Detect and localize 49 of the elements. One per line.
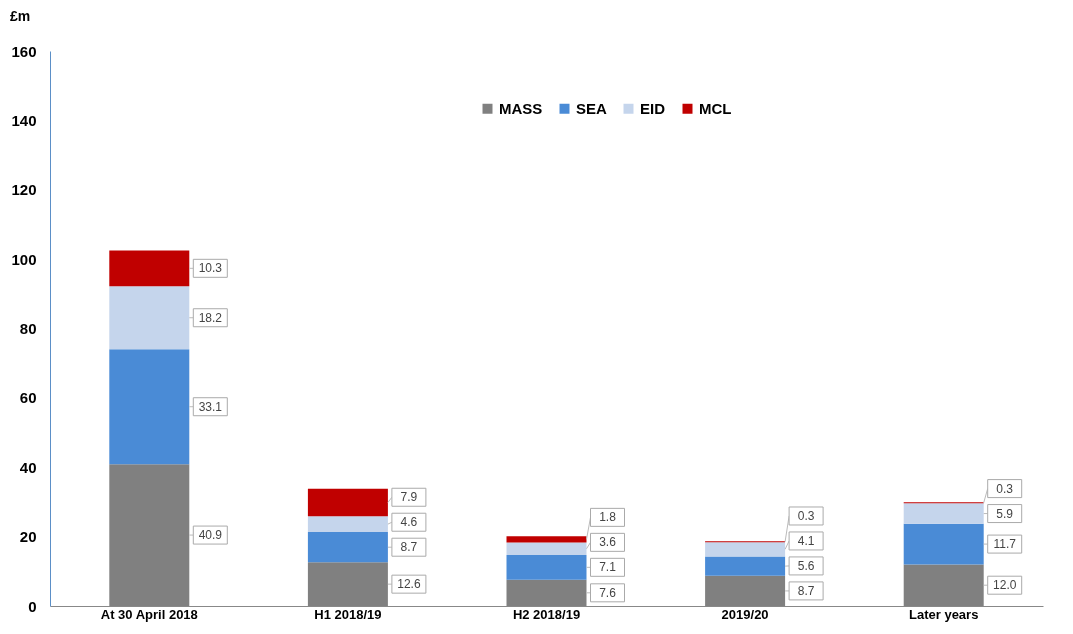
x-tick-label: H2 2018/19: [512, 606, 581, 622]
bar: [506, 536, 587, 543]
bar: [506, 542, 587, 556]
bar: [506, 555, 587, 580]
y-tick-label: 120: [11, 181, 37, 199]
bar: [903, 503, 984, 524]
data-label: 7.1: [599, 560, 617, 575]
bar: [109, 349, 190, 465]
y-tick-label: 80: [19, 320, 37, 337]
x-tick-label: At 30 April 2018: [100, 606, 198, 622]
data-label: 12.6: [397, 577, 421, 592]
bar: [307, 516, 388, 533]
y-tick-label: 0: [28, 597, 37, 615]
x-tick-label: H1 2018/19: [314, 606, 382, 622]
bar: [307, 532, 388, 563]
y-tick-label: 160: [11, 42, 37, 60]
legend-label: EID: [640, 99, 666, 117]
legend-label: MASS: [499, 99, 543, 117]
data-label: 33.1: [198, 399, 223, 414]
data-label: 7.9: [400, 490, 418, 505]
y-axis-title: £m: [10, 8, 31, 24]
y-tick-label: 100: [11, 250, 37, 268]
data-label: 8.7: [400, 540, 418, 555]
legend-label: MCL: [699, 99, 732, 117]
data-label: 12.0: [993, 578, 1017, 593]
x-tick-label: Later years: [909, 606, 979, 622]
legend-label: SEA: [576, 99, 608, 117]
bar: [109, 286, 190, 350]
y-tick-label: 140: [11, 111, 37, 129]
x-tick-label: 2019/20: [721, 606, 769, 622]
bar: [903, 523, 984, 565]
data-label: 1.8: [599, 510, 617, 525]
data-label: 10.3: [198, 261, 223, 276]
data-label: 3.6: [599, 535, 617, 550]
data-label: 8.7: [797, 583, 815, 598]
y-tick-label: 40: [19, 458, 37, 476]
y-tick-label: 20: [19, 528, 37, 546]
data-label: 0.3: [996, 481, 1014, 496]
data-label: 11.7: [993, 537, 1017, 552]
data-label: 5.9: [996, 506, 1014, 521]
data-label: 5.6: [797, 558, 815, 573]
data-label: 4.6: [400, 515, 418, 530]
y-tick-label: 60: [19, 389, 37, 407]
data-label: 18.2: [198, 310, 223, 325]
data-label: 40.9: [198, 528, 223, 543]
bar: [307, 488, 388, 517]
data-label: 0.3: [797, 508, 815, 523]
data-label: 4.1: [797, 533, 815, 548]
data-label: 7.6: [599, 585, 617, 600]
